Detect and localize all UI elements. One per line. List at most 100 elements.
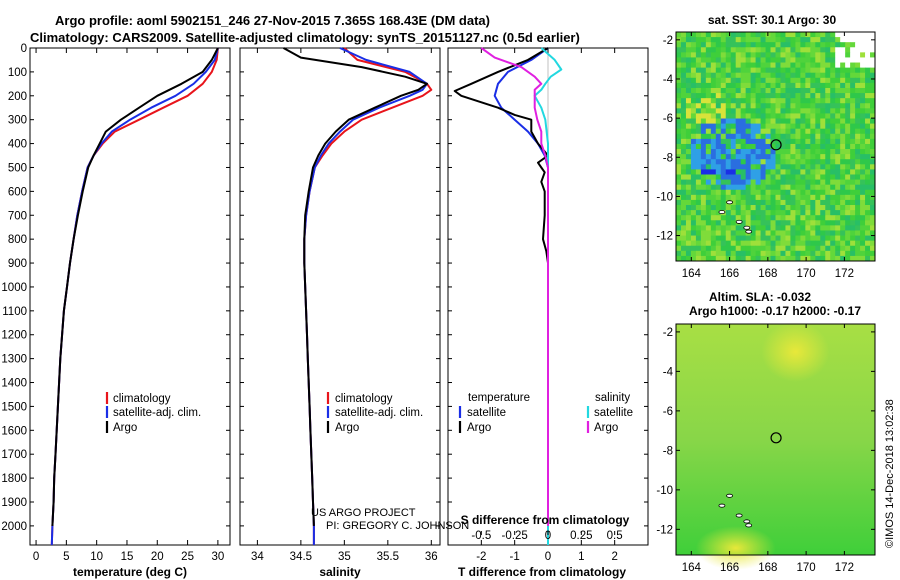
sst-pixel xyxy=(870,87,876,94)
sst-pixel xyxy=(860,189,866,196)
sst-pixel xyxy=(685,194,692,201)
y-tick-label: 1600 xyxy=(1,425,27,437)
sst-pixel xyxy=(800,118,806,124)
sst-pixel xyxy=(845,164,851,170)
sst-pixel xyxy=(755,133,761,140)
sst-pixel xyxy=(730,57,737,63)
sst-pixel xyxy=(690,87,697,94)
sst-pixel xyxy=(820,210,826,216)
sst-pixel xyxy=(690,143,697,150)
island-outline xyxy=(726,493,733,498)
sst-pixel xyxy=(815,42,821,48)
sst-pixel xyxy=(810,164,816,170)
sst-pixel xyxy=(745,174,752,180)
sst-pixel xyxy=(735,103,742,109)
sst-pixel xyxy=(870,230,876,236)
sst-pixel xyxy=(730,87,737,94)
sst-pixel xyxy=(790,93,796,99)
sst-pixel xyxy=(800,113,806,119)
sst-pixel xyxy=(805,159,811,165)
sst-pixel xyxy=(695,72,702,79)
sst-pixel xyxy=(760,230,766,236)
sst-pixel xyxy=(685,225,692,231)
sst-pixel xyxy=(720,62,727,69)
sst-pixel xyxy=(676,189,682,196)
sst-pixel xyxy=(715,93,722,99)
sst-pixel xyxy=(720,67,727,74)
sst-pixel xyxy=(860,164,866,170)
sst-pixel xyxy=(750,199,757,206)
sst-pixel xyxy=(705,194,712,201)
sst-pixel xyxy=(700,240,707,247)
sst-pixel xyxy=(695,118,702,124)
sst-pixel xyxy=(740,164,747,170)
sst-pixel xyxy=(680,87,687,94)
sst-pixel xyxy=(855,52,861,58)
sst-pixel xyxy=(830,98,836,104)
sst-pixel xyxy=(695,169,702,175)
sst-pixel xyxy=(830,240,836,247)
sst-pixel xyxy=(840,169,846,175)
sst-pixel xyxy=(830,87,836,94)
sst-pixel xyxy=(725,118,732,124)
sst-pixel xyxy=(676,174,682,180)
sst-pixel xyxy=(830,57,836,63)
sst-pixel xyxy=(820,128,826,135)
sst-pixel xyxy=(765,169,771,175)
sst-pixel xyxy=(700,210,707,216)
sst-pixel xyxy=(755,149,761,155)
sst-pixel xyxy=(805,143,811,150)
sst-pixel xyxy=(676,205,682,211)
sst-pixel xyxy=(730,174,737,180)
sst-pixel xyxy=(740,220,747,226)
sst-pixel xyxy=(775,98,781,104)
sst-pixel xyxy=(780,57,786,63)
sst-pixel xyxy=(775,194,781,201)
sst-pixel xyxy=(725,128,732,135)
sst-pixel xyxy=(785,42,791,48)
sst-pixel xyxy=(676,72,682,79)
sst-pixel xyxy=(815,240,821,247)
sst-pixel xyxy=(676,108,682,114)
sst-pixel xyxy=(780,93,786,99)
sst-pixel xyxy=(740,32,747,38)
sst-pixel xyxy=(720,255,727,262)
sst-pixel xyxy=(800,82,806,89)
sst-pixel xyxy=(685,128,692,135)
sst-pixel xyxy=(735,194,742,201)
sst-pixel xyxy=(705,138,712,145)
sst-pixel xyxy=(780,169,786,175)
sst-pixel xyxy=(795,194,801,201)
sst-pixel xyxy=(795,199,801,206)
sst-pixel xyxy=(725,230,732,236)
sst-pixel xyxy=(785,154,791,160)
sst-pixel xyxy=(840,149,846,155)
sst-pixel xyxy=(715,72,722,79)
sst-pixel xyxy=(790,37,796,43)
sst-pixel xyxy=(835,225,841,231)
sst-pixel xyxy=(785,174,791,180)
sst-pixel xyxy=(760,169,766,175)
sst-pixel xyxy=(730,169,737,175)
sst-pixel xyxy=(735,123,742,130)
sst-pixel xyxy=(760,164,766,170)
sst-pixel xyxy=(720,194,727,201)
island-outline xyxy=(726,200,733,205)
sst-pixel xyxy=(740,47,747,53)
difference-panel: -2 -1 0 1 2-0.5 -0.25 0 0.25 0.5 xyxy=(448,47,648,563)
sst-pixel xyxy=(790,77,796,84)
sst-pixel xyxy=(855,32,861,38)
figure-title-line2: Climatology: CARS2009. Satellite-adjuste… xyxy=(30,30,580,45)
sst-pixel xyxy=(765,230,771,236)
sst-pixel xyxy=(755,103,761,109)
sst-pixel xyxy=(680,245,687,252)
sst-pixel xyxy=(715,164,722,170)
sst-pixel xyxy=(725,154,732,160)
sst-pixel xyxy=(785,184,791,191)
sst-pixel xyxy=(795,235,801,242)
sst-pixel xyxy=(795,164,801,170)
sst-map: 164 166 168 170 172-2-4-6-8-10-12 xyxy=(656,32,876,280)
sst-pixel xyxy=(700,174,707,180)
sst-pixel xyxy=(840,82,846,89)
sst-pixel xyxy=(825,149,831,155)
